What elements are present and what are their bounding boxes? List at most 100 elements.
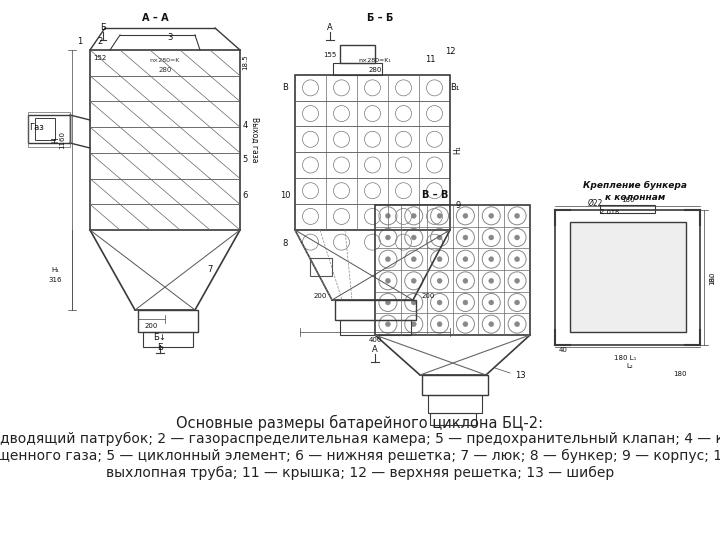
- Text: 400: 400: [369, 337, 382, 343]
- Circle shape: [489, 300, 494, 305]
- Circle shape: [489, 213, 494, 218]
- Circle shape: [515, 278, 520, 284]
- Circle shape: [515, 213, 520, 218]
- Text: 8: 8: [282, 240, 288, 248]
- Text: Б: Б: [100, 24, 106, 32]
- Text: 280: 280: [369, 67, 382, 73]
- Bar: [28, 115, 70, 143]
- Circle shape: [515, 256, 520, 262]
- Bar: [600, 205, 655, 213]
- Circle shape: [463, 300, 468, 305]
- Circle shape: [463, 256, 468, 262]
- Bar: [28, 112, 70, 147]
- Circle shape: [463, 213, 468, 218]
- Text: H: H: [52, 137, 60, 143]
- Circle shape: [437, 213, 442, 218]
- Text: 1: 1: [77, 37, 83, 46]
- Text: n×280=K: n×280=K: [150, 57, 180, 63]
- Text: Газ: Газ: [29, 124, 43, 132]
- Circle shape: [385, 213, 390, 218]
- Text: Б: Б: [157, 343, 163, 353]
- Bar: [333, 63, 382, 75]
- Circle shape: [489, 256, 494, 262]
- Text: к колоннам: к колоннам: [605, 192, 665, 201]
- Text: 13: 13: [515, 370, 526, 380]
- Bar: [555, 210, 700, 345]
- Text: 200: 200: [144, 323, 158, 329]
- Text: 11: 11: [425, 56, 436, 64]
- Text: H₁: H₁: [454, 146, 462, 154]
- Circle shape: [385, 235, 390, 240]
- Circle shape: [489, 235, 494, 240]
- Circle shape: [437, 300, 442, 305]
- Bar: [340, 45, 375, 63]
- Circle shape: [411, 322, 416, 327]
- Text: 10: 10: [280, 191, 290, 199]
- Circle shape: [515, 322, 520, 327]
- Text: B₁: B₁: [709, 274, 715, 282]
- Circle shape: [437, 256, 442, 262]
- Text: 280: 280: [158, 67, 171, 73]
- Text: H₁: H₁: [51, 267, 59, 273]
- Text: 1160: 1160: [59, 131, 65, 149]
- Circle shape: [411, 300, 416, 305]
- Text: А: А: [372, 346, 378, 354]
- Circle shape: [385, 322, 390, 327]
- Bar: [430, 413, 476, 425]
- Text: очищенного газа; 5 — циклонный элемент; 6 — нижняя решетка; 7 — люк; 8 — бункер;: очищенного газа; 5 — циклонный элемент; …: [0, 449, 720, 463]
- Circle shape: [411, 213, 416, 218]
- Text: А – А: А – А: [142, 13, 168, 23]
- Bar: [375, 205, 530, 335]
- Text: 200: 200: [313, 293, 327, 299]
- Bar: [138, 310, 198, 332]
- Circle shape: [463, 322, 468, 327]
- Bar: [90, 50, 240, 230]
- Circle shape: [385, 256, 390, 262]
- Circle shape: [463, 278, 468, 284]
- Text: Б↓: Б↓: [153, 334, 166, 342]
- Circle shape: [515, 300, 520, 305]
- Circle shape: [411, 235, 416, 240]
- Text: 18.5: 18.5: [242, 54, 248, 70]
- Text: Выход газа: Выход газа: [251, 117, 259, 163]
- Bar: [340, 320, 411, 335]
- Circle shape: [437, 235, 442, 240]
- Text: Основные размеры батарейного циклона БЦ-2:: Основные размеры батарейного циклона БЦ-…: [176, 415, 544, 431]
- Text: B₁: B₁: [451, 84, 459, 92]
- Circle shape: [489, 322, 494, 327]
- Text: Крепление бункера: Крепление бункера: [583, 180, 687, 190]
- Text: 1 — подводящий патрубок; 2 — газораспределительная камера; 5 — предохранительный: 1 — подводящий патрубок; 2 — газораспред…: [0, 432, 720, 446]
- Text: 2 отв: 2 отв: [600, 209, 620, 215]
- Text: 180 L₁: 180 L₁: [614, 355, 636, 361]
- Bar: [422, 375, 488, 395]
- Circle shape: [411, 278, 416, 284]
- Text: 7: 7: [207, 266, 212, 274]
- Circle shape: [385, 300, 390, 305]
- Text: 180: 180: [621, 197, 635, 203]
- Bar: [295, 75, 450, 230]
- Circle shape: [437, 278, 442, 284]
- Circle shape: [515, 235, 520, 240]
- Circle shape: [385, 278, 390, 284]
- Circle shape: [411, 256, 416, 262]
- Circle shape: [437, 322, 442, 327]
- Text: 5: 5: [243, 156, 248, 165]
- Bar: [335, 300, 416, 320]
- Text: 2: 2: [97, 37, 103, 46]
- Text: выхлопная труба; 11 — крышка; 12 — верхняя решетка; 13 — шибер: выхлопная труба; 11 — крышка; 12 — верхн…: [106, 466, 614, 480]
- Text: 6: 6: [243, 191, 248, 199]
- Bar: [428, 395, 482, 413]
- Text: 4: 4: [243, 120, 248, 130]
- Bar: [310, 258, 332, 276]
- Text: 316: 316: [48, 277, 62, 283]
- Circle shape: [489, 278, 494, 284]
- Text: 12: 12: [445, 48, 455, 57]
- Text: Б – Б: Б – Б: [366, 13, 393, 23]
- Text: В – В: В – В: [422, 190, 448, 200]
- Text: n×280=K₁: n×280=K₁: [359, 57, 392, 63]
- Bar: [35, 118, 55, 140]
- Text: 3: 3: [167, 33, 173, 43]
- Text: А: А: [327, 24, 333, 32]
- Bar: [570, 222, 686, 332]
- Bar: [143, 332, 193, 347]
